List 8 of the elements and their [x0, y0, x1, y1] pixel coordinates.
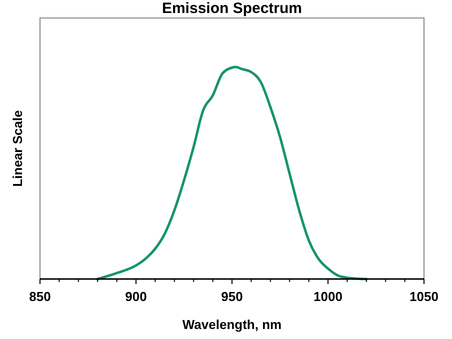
- y-axis-title: Linear Scale: [10, 110, 25, 187]
- chart-title: Emission Spectrum: [162, 0, 302, 17]
- x-tick-label: 950: [221, 289, 243, 304]
- x-tick-label: 850: [29, 289, 51, 304]
- x-axis-title: Wavelength, nm: [182, 317, 282, 332]
- x-tick-label: 900: [125, 289, 147, 304]
- x-tick-label: 1050: [410, 289, 438, 304]
- x-tick-label: 1000: [314, 289, 342, 304]
